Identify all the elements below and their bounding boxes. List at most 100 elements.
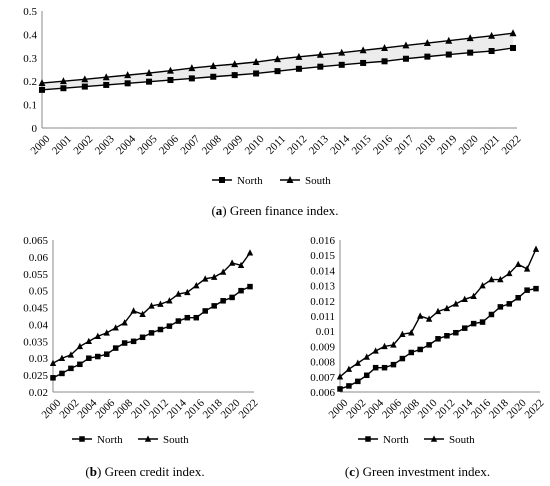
y-tick-label: 0.016 bbox=[310, 235, 335, 247]
data-point-north bbox=[148, 330, 155, 336]
y-tick-label: 0.5 bbox=[23, 6, 37, 18]
data-point-north bbox=[188, 75, 195, 82]
legend-marker-north bbox=[219, 177, 225, 183]
data-point-north bbox=[402, 55, 409, 62]
data-point-north bbox=[453, 329, 459, 336]
y-tick-label: 0.012 bbox=[310, 296, 335, 308]
data-point-north bbox=[381, 364, 388, 371]
data-point-south bbox=[209, 62, 217, 69]
x-tick-label: 2022 bbox=[237, 397, 261, 421]
data-point-north bbox=[479, 319, 486, 325]
legend-label-south: South bbox=[449, 434, 475, 446]
y-tick-label: 0.045 bbox=[23, 303, 48, 315]
data-point-south bbox=[506, 269, 513, 277]
data-point-north bbox=[317, 63, 324, 70]
data-point-north bbox=[166, 323, 173, 329]
data-point-north bbox=[146, 78, 153, 85]
data-point-north bbox=[81, 83, 88, 90]
x-tick-label: 2013 bbox=[307, 133, 331, 157]
data-point-south bbox=[166, 297, 173, 304]
data-point-north bbox=[59, 370, 65, 377]
y-tick-label: 0.4 bbox=[23, 29, 37, 41]
data-point-north bbox=[424, 53, 431, 60]
data-point-south bbox=[67, 351, 75, 358]
data-point-north bbox=[193, 314, 200, 321]
data-point-north bbox=[60, 85, 67, 92]
data-point-north bbox=[229, 294, 235, 301]
data-point-south bbox=[103, 329, 110, 336]
data-point-south bbox=[295, 52, 303, 60]
data-point-north bbox=[210, 73, 217, 80]
data-point-north bbox=[338, 61, 345, 68]
data-point-south bbox=[452, 300, 460, 307]
data-point-north bbox=[86, 355, 92, 361]
y-tick-label: 0.03 bbox=[29, 353, 49, 365]
y-tick-label: 0.013 bbox=[310, 281, 335, 293]
data-point-south bbox=[316, 50, 324, 58]
data-point-south bbox=[488, 275, 495, 283]
data-point-north bbox=[533, 285, 539, 292]
data-point-north bbox=[417, 346, 423, 353]
legend-marker-south bbox=[144, 435, 152, 442]
y-tick-label: 0.3 bbox=[23, 53, 37, 65]
x-tick-label: 2010 bbox=[243, 133, 267, 157]
data-point-north bbox=[202, 308, 208, 314]
data-point-south bbox=[345, 365, 353, 372]
data-point-south bbox=[130, 307, 137, 314]
y-tick-label: 0.009 bbox=[310, 341, 335, 353]
x-tick-label: 2015 bbox=[350, 133, 374, 157]
data-point-north bbox=[211, 303, 217, 309]
data-point-south bbox=[76, 342, 84, 350]
chart-green-investment-index: 0.006 0.007 0.008 0.009 0.01 0.011 0.012 0.013 0… bbox=[310, 235, 546, 446]
data-point-south bbox=[443, 304, 451, 312]
data-point-south bbox=[94, 332, 101, 339]
data-point-north bbox=[238, 287, 244, 294]
data-point-north bbox=[124, 80, 131, 87]
data-point-south bbox=[121, 319, 128, 326]
data-point-south bbox=[112, 324, 119, 331]
data-point-south bbox=[509, 29, 517, 37]
caption-b: (b) Green credit index. bbox=[85, 464, 205, 479]
data-point-south bbox=[445, 36, 453, 44]
data-point-south bbox=[461, 295, 468, 303]
data-point-north bbox=[103, 81, 110, 88]
x-tick-label: 2006 bbox=[157, 133, 181, 157]
data-point-south bbox=[184, 288, 191, 296]
data-point-south bbox=[488, 31, 496, 39]
data-point-north bbox=[510, 44, 516, 51]
chart-green-finance-index: 0 0.1 0.2 0.3 0.4 0.5 200020012002200320042005… bbox=[23, 6, 523, 187]
y-tick-label: 0.008 bbox=[310, 357, 335, 369]
data-point-north bbox=[524, 287, 530, 293]
y-tick-label: 0.2 bbox=[23, 76, 37, 88]
data-point-north bbox=[426, 342, 432, 348]
data-point-north bbox=[50, 375, 56, 381]
chart-green-credit-index: 0.02 0.025 0.03 0.035 0.04 0.045 0.05 0.055 0.06… bbox=[23, 235, 260, 446]
data-point-south bbox=[219, 268, 227, 275]
data-point-north bbox=[435, 336, 441, 342]
x-tick-label: 2017 bbox=[392, 133, 416, 157]
legend-marker-south bbox=[286, 176, 294, 183]
data-point-north bbox=[39, 86, 45, 93]
data-point-north bbox=[175, 318, 182, 324]
legend-label-south: South bbox=[163, 434, 189, 446]
data-point-north bbox=[77, 361, 83, 368]
data-point-south bbox=[237, 261, 245, 269]
x-tick-label: 2012 bbox=[285, 133, 309, 157]
data-point-south bbox=[188, 64, 196, 72]
x-tick-label: 2014 bbox=[328, 133, 352, 157]
data-point-north bbox=[363, 372, 370, 379]
data-point-south bbox=[381, 44, 389, 51]
data-point-south bbox=[58, 354, 66, 361]
legend-label-north: North bbox=[97, 434, 123, 446]
data-point-south bbox=[274, 55, 281, 63]
data-point-south bbox=[354, 359, 362, 366]
data-point-south bbox=[416, 312, 424, 319]
data-point-north bbox=[231, 72, 238, 79]
y-tick-label: 0.06 bbox=[29, 252, 49, 264]
x-tick-label: 2011 bbox=[264, 133, 288, 157]
data-point-south bbox=[523, 265, 531, 272]
data-point-north bbox=[497, 304, 504, 310]
data-point-south bbox=[210, 273, 218, 280]
data-point-north bbox=[130, 338, 137, 345]
data-point-north bbox=[95, 353, 101, 360]
